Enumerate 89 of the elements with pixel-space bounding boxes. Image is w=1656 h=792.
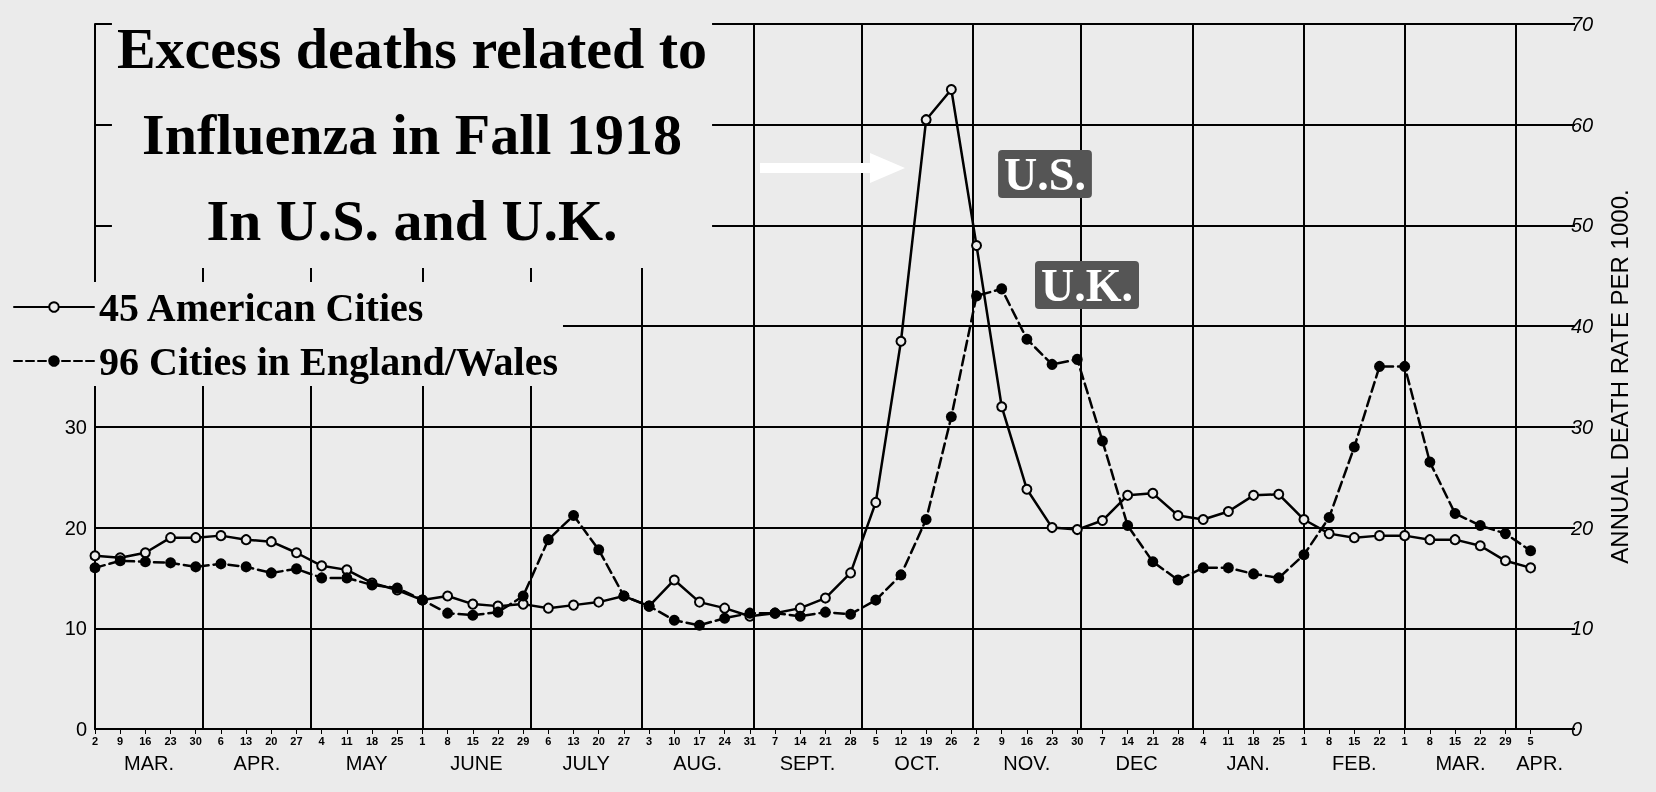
x-tick-label: 6 [217,734,224,747]
x-tick-label: 29 [517,734,530,747]
x-tick-label: 3 [646,734,653,747]
x-tick-label: 9 [117,734,124,747]
x-tick-label: 22 [491,734,505,747]
y2-tick-label: 20 [1570,516,1594,539]
annotation: U.S. [1004,148,1086,200]
text: SEPT. [779,752,836,774]
y2-tick-label: 70 [1571,13,1594,35]
x-tick-label: 14 [794,734,808,747]
x-tick-label: 8 [1326,734,1333,747]
x-tick-label: 6 [545,734,552,747]
x-tick-label: 4 [318,734,326,747]
x-tick-label: 19 [920,734,933,747]
y2-tick-label: 60 [1571,113,1594,136]
x-tick-label: 16 [1020,734,1034,747]
text: DEC [1115,752,1158,774]
x-tick-label: 27 [617,734,631,747]
x-tick-label: 29 [1499,734,1512,747]
x-tick-label: 18 [365,734,379,747]
x-tick-label: 15 [1348,734,1361,747]
x-tick-label: 14 [1121,734,1135,747]
x-tick-label: 25 [1272,734,1285,747]
y-tick-label: 20 [64,516,87,539]
x-tick-label: 12 [894,734,908,747]
x-tick-label: 1 [1300,734,1307,747]
x-tick-label: 23 [164,734,177,747]
x-tick-label: 7 [771,734,779,747]
y2-tick-label: 50 [1571,214,1594,237]
x-tick-label: 30 [189,734,202,747]
text: MAR. [1435,752,1486,774]
x-tick-label: 21 [819,734,832,747]
x-tick-label: 18 [1247,734,1260,747]
y-tick-label: 10 [64,617,87,640]
text: MAY [345,752,388,774]
y-tick-label: 30 [64,415,87,438]
x-tick-label: 1 [1401,734,1408,747]
x-tick-label: 30 [1071,734,1084,747]
x-tick-label: 10 [668,734,681,747]
text: Excess deaths related to Influenza in Fall 1918 In U.S. and U.K. [116,15,708,253]
text: AUG. [673,752,723,774]
x-tick-label: 26 [945,734,958,747]
y2-tick-label: 10 [1571,617,1594,640]
annotation: U.K. [1041,259,1133,311]
text: APR. [233,752,281,774]
x-tick-label: 9 [998,734,1005,747]
x-tick-label: 27 [290,734,303,747]
text: MAR. [123,752,174,774]
x-tick-label: 4 [1200,734,1208,747]
x-tick-label: 31 [743,734,756,747]
x-tick-label: 23 [1045,734,1059,747]
x-tick-label: 22 [1474,734,1487,747]
x-tick-label: 15 [466,734,479,747]
x-tick-label: 16 [139,734,152,747]
text: JULY [562,752,610,774]
x-tick-label: 1 [419,734,426,747]
x-tick-label: 8 [444,734,451,747]
x-tick-label: 8 [1426,734,1433,747]
x-tick-label: 11 [341,734,353,747]
text: JUNE [450,752,503,774]
text: APR. [1516,752,1563,774]
x-tick-label: 20 [592,734,605,747]
x-tick-label: 25 [391,734,404,747]
x-tick-label: 13 [567,734,580,747]
x-tick-label: 5 [872,734,879,747]
text: JAN. [1226,752,1270,774]
x-tick-label: 15 [1448,734,1462,747]
x-tick-label: 17 [693,734,706,747]
legend-label: 96 Cities in England/Wales [99,338,558,384]
text: OCT. [894,752,940,774]
x-tick-label: 11 [1222,734,1235,747]
x-tick-label: 20 [265,734,278,747]
x-tick-label: 5 [1527,734,1534,747]
text: FEB. [1332,752,1377,774]
x-tick-label: 13 [239,734,253,747]
x-tick-label: 2 [91,734,99,747]
y-tick-label: 0 [75,718,87,740]
x-tick-label: 28 [844,734,857,747]
y2-tick-label: 30 [1571,415,1594,438]
legend-label: 45 American Cities [99,284,424,330]
x-tick-label: 28 [1171,734,1185,747]
y2-axis-title: ANNUAL DEATH RATE PER 1000. [1605,189,1633,564]
x-tick-label: 24 [718,734,732,747]
x-tick-label: 21 [1146,734,1159,747]
x-tick-label: 2 [973,734,980,747]
text: NOV. [1003,752,1051,774]
y2-tick-label: 40 [1571,315,1594,338]
x-tick-label: 7 [1099,734,1106,747]
x-tick-label: 22 [1373,734,1386,747]
